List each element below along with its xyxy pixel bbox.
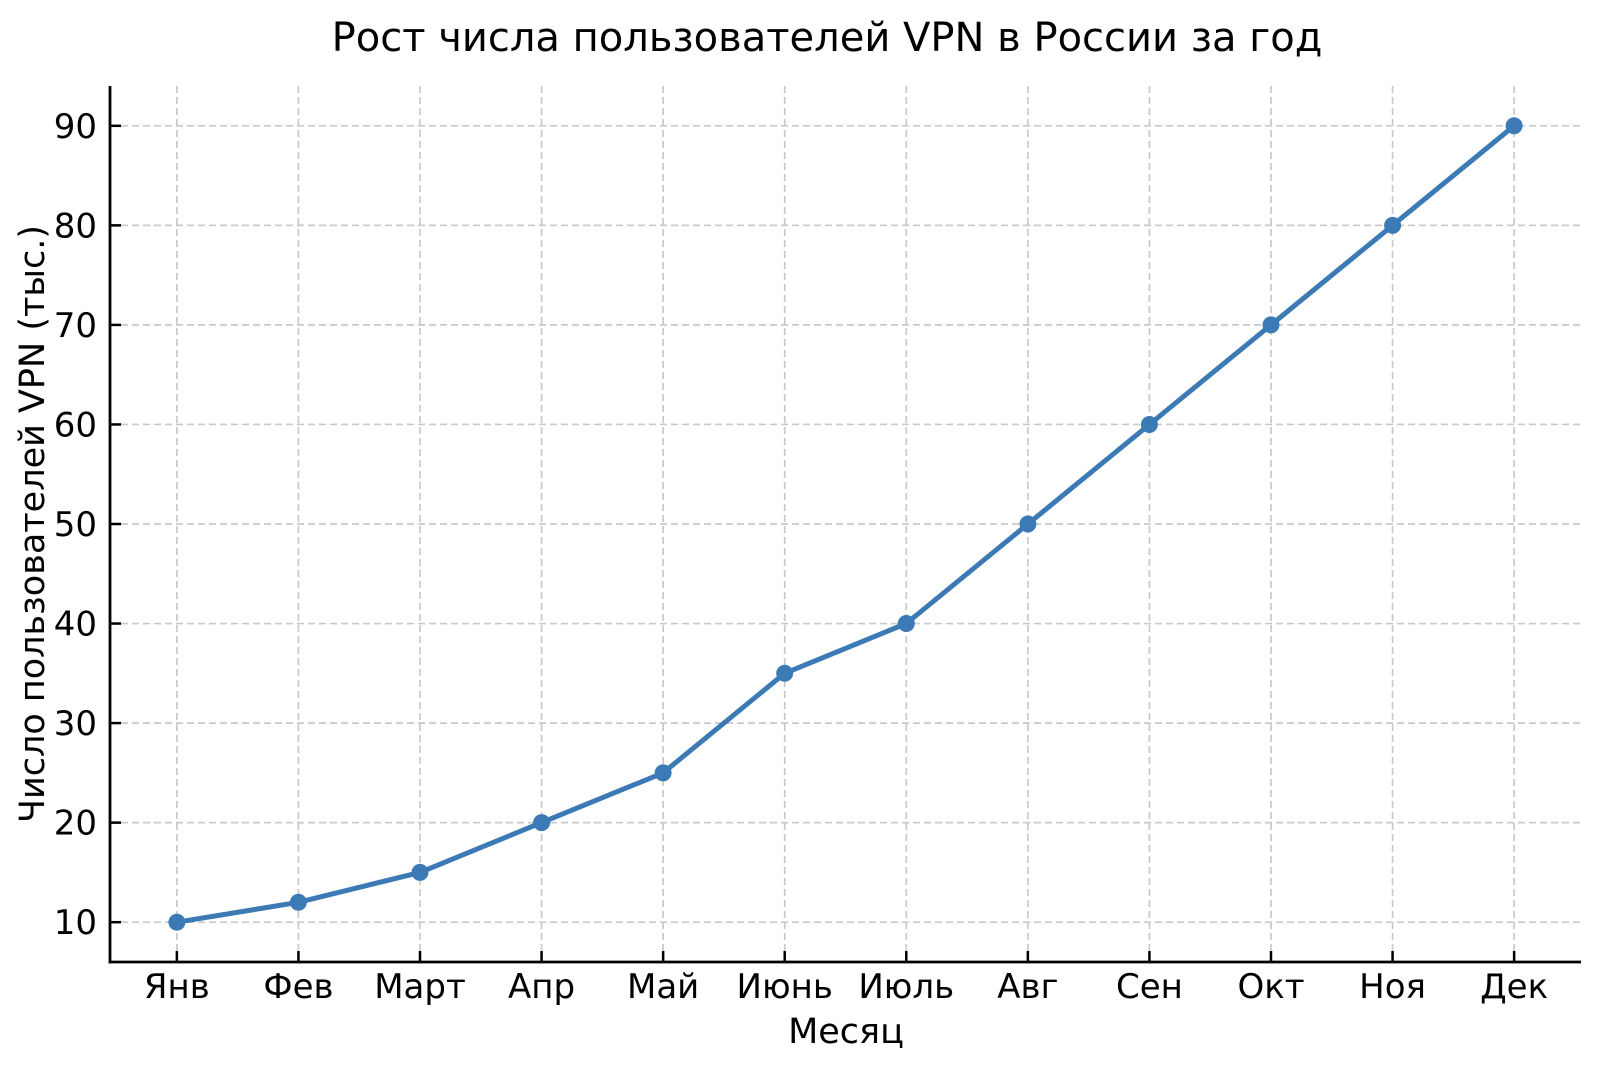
y-axis-label: Число пользователей VPN (тыс.) — [13, 225, 53, 823]
data-point — [1019, 515, 1037, 533]
x-tick-label: Янв — [144, 967, 210, 1007]
data-point — [776, 664, 794, 682]
x-axis-label: Месяц — [788, 1012, 904, 1052]
x-tick-label: Апр — [508, 967, 575, 1007]
y-tick-label: 20 — [54, 804, 97, 844]
y-tick-label: 50 — [54, 505, 97, 545]
data-point — [1384, 216, 1402, 234]
x-tick-label: Фев — [263, 967, 333, 1007]
data-point — [1505, 117, 1523, 135]
x-tick-label: Март — [374, 967, 466, 1007]
chart-title: Рост числа пользователей VPN в России за… — [332, 15, 1323, 61]
x-tick-label: Сен — [1116, 967, 1183, 1007]
y-tick-label: 60 — [54, 405, 97, 445]
axes-layer: Янв Фев Март Апр Май Июнь Июль Авг Сен Окт Ноя Дек 1… — [54, 86, 1581, 1007]
x-tick-label: Май — [627, 967, 699, 1007]
x-tick-label: Авг — [997, 967, 1058, 1007]
data-point — [411, 863, 429, 881]
y-tick-label: 10 — [54, 903, 97, 943]
data-point — [533, 814, 551, 832]
data-line — [174, 123, 1517, 925]
data-point — [168, 913, 186, 931]
series-layer — [168, 117, 1523, 931]
x-tick-label: Ноя — [1359, 967, 1426, 1007]
x-tick-label: Окт — [1237, 967, 1304, 1007]
data-point — [1140, 416, 1158, 433]
x-tick-label: Июль — [858, 967, 954, 1007]
grid-layer — [110, 86, 1581, 962]
y-tick-label: 90 — [54, 107, 97, 147]
data-point — [654, 764, 672, 782]
y-tick-label: 70 — [54, 306, 97, 346]
y-tick-label: 40 — [54, 605, 97, 645]
x-tick-label: Дек — [1480, 967, 1548, 1007]
data-point — [289, 893, 307, 911]
y-tick-label: 30 — [54, 704, 97, 744]
data-point — [897, 615, 915, 632]
data-point — [1262, 316, 1280, 334]
x-tick-label: Июнь — [737, 967, 833, 1007]
y-tick-label: 80 — [54, 206, 97, 246]
